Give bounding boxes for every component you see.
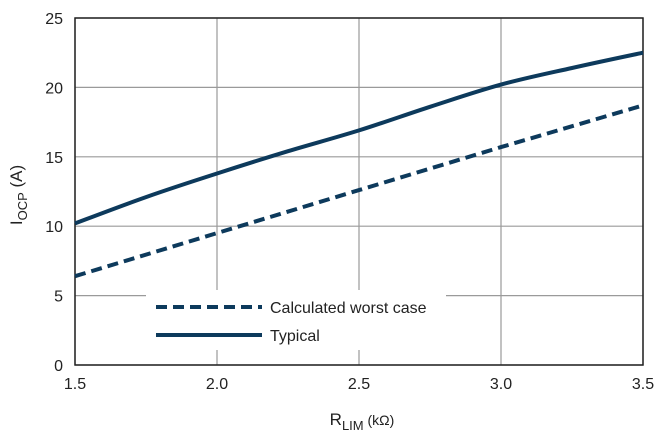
legend-label-calculated-worst-case: Calculated worst case — [270, 300, 427, 317]
y-tick-label: 25 — [45, 11, 63, 28]
series-line-typical — [74, 50, 644, 226]
y-tick-label: 20 — [45, 80, 63, 97]
y-axis-label-main: I — [7, 220, 26, 225]
x-tick-label: 2.0 — [206, 376, 228, 393]
y-tick-label: 10 — [45, 219, 63, 236]
plot-frame — [74, 17, 644, 366]
y-tick-label: 0 — [54, 358, 63, 375]
legend-background — [146, 290, 446, 350]
legend-label-typical: Typical — [270, 328, 320, 345]
x-axis-label: RLIM (kΩ) — [330, 410, 395, 433]
x-axis-label-main: R — [330, 410, 342, 429]
series-layer — [74, 50, 644, 279]
y-axis-label-unit: (A) — [7, 165, 26, 192]
y-axis-label: IOCP (A) — [7, 165, 30, 225]
x-tick-label: 2.5 — [348, 376, 370, 393]
x-tick-label: 3.0 — [490, 376, 512, 393]
x-tick-label: 1.5 — [64, 376, 86, 393]
y-axis-label-sub: OCP — [15, 192, 30, 220]
y-tick-label: 5 — [54, 289, 63, 306]
legend: Calculated worst case Typical — [146, 290, 446, 350]
x-tick-label: 3.5 — [632, 376, 654, 393]
y-tick-label: 15 — [45, 150, 63, 167]
series-line-calculated-worst-case — [74, 103, 644, 279]
x-axis-label-unit: (kΩ) — [364, 412, 395, 428]
x-axis-label-sub: LIM — [342, 418, 364, 433]
tick-labels: 1.5 2.0 2.5 3.0 3.5 0 5 10 15 20 25 — [45, 11, 654, 393]
